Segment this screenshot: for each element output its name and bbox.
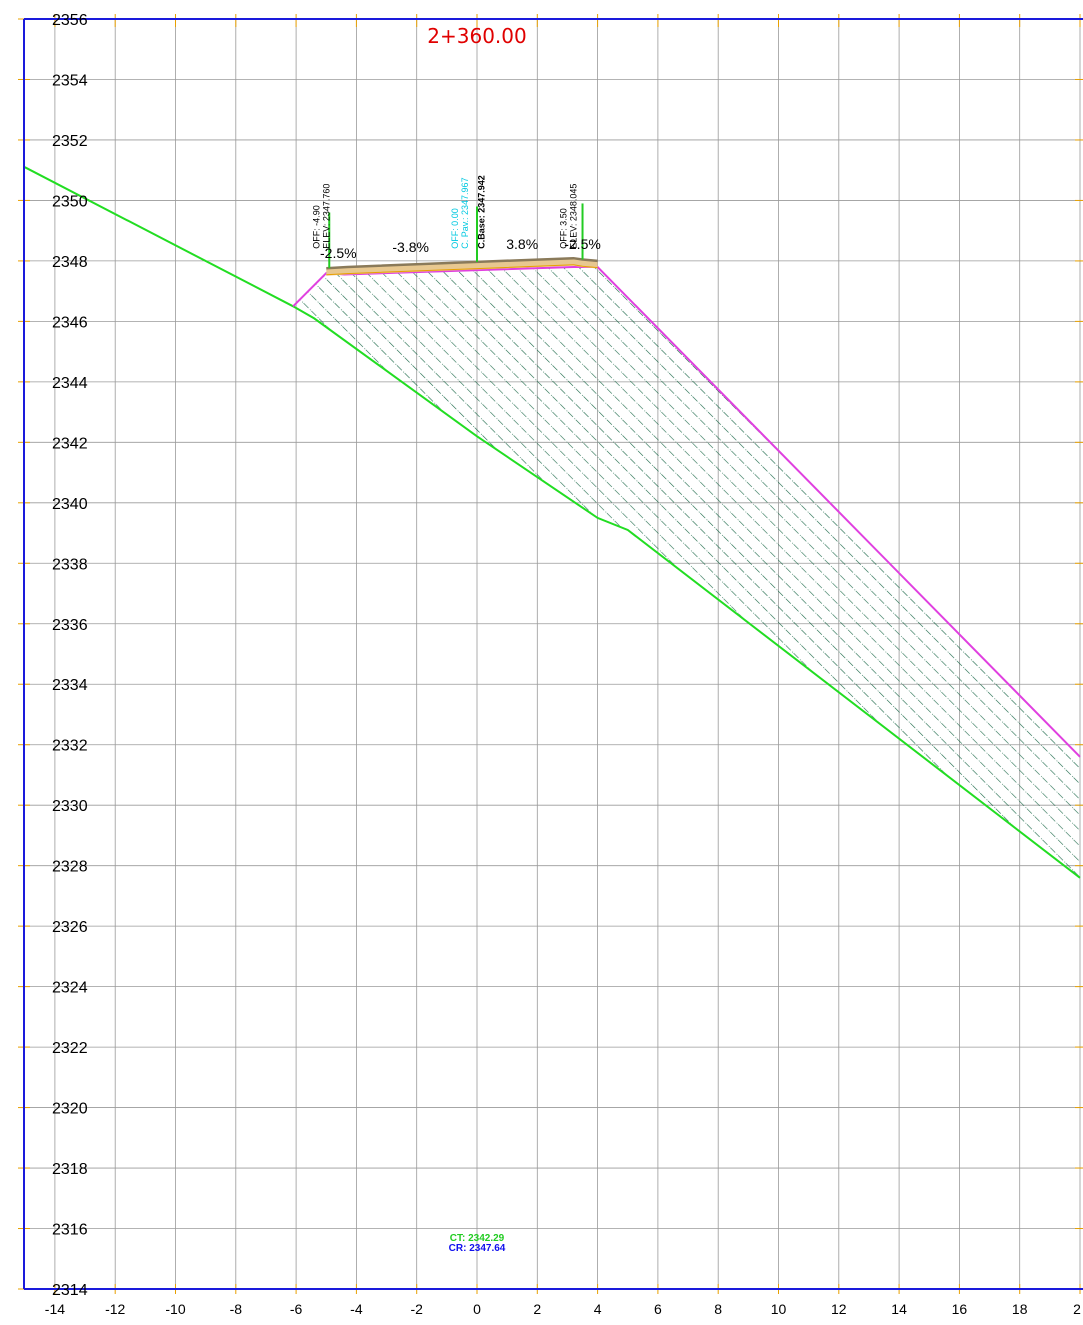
- vertical-label: OFF: 0.00 C. Pav.: 2347.967: [450, 177, 470, 248]
- vertical-label-line: OFF: 0.00: [450, 208, 460, 249]
- y-tick-label: 2336: [52, 617, 88, 634]
- pavement-edge: [326, 264, 598, 276]
- x-tick-label: 2: [533, 1301, 541, 1317]
- y-tick-label: 2330: [52, 798, 88, 815]
- y-tick-label: 2326: [52, 919, 88, 936]
- x-tick-label: 18: [1012, 1301, 1028, 1317]
- x-tick-label: 4: [594, 1301, 602, 1317]
- x-tick-label: -6: [290, 1301, 303, 1317]
- x-tick-label: -8: [230, 1301, 243, 1317]
- x-tick-label: 10: [771, 1301, 787, 1317]
- vertical-label-line: C.Base: 2347.942: [477, 175, 487, 249]
- x-tick-label: -10: [165, 1301, 185, 1317]
- y-tick-label: 2316: [52, 1222, 88, 1239]
- y-tick-label: 2348: [52, 254, 88, 271]
- y-tick-label: 2332: [52, 738, 88, 755]
- summary-label: CR: 2347.64: [449, 1243, 506, 1254]
- section-lines: [24, 166, 1081, 879]
- y-tick-label: 2354: [52, 72, 88, 89]
- design-subgrade-line: [292, 266, 1081, 758]
- x-tick-label: -4: [350, 1301, 363, 1317]
- x-tick-label: -14: [45, 1301, 65, 1317]
- x-tick-label: 14: [891, 1301, 907, 1317]
- slope-label: -2.5%: [564, 236, 601, 252]
- y-tick-label: 2324: [52, 980, 88, 997]
- slope-label: -3.8%: [392, 239, 429, 255]
- y-tick-label: 2322: [52, 1040, 88, 1057]
- x-tick-label: 12: [831, 1301, 847, 1317]
- y-tick-label: 2334: [52, 677, 88, 694]
- y-tick-label: 2352: [52, 133, 88, 150]
- chart-title: 2+360.00: [427, 24, 526, 48]
- y-tick-label: 2350: [52, 193, 88, 210]
- vertical-label-line: C. Pav.: 2347.967: [460, 177, 470, 248]
- vertical-label: C.Base: 2347.942: [477, 175, 487, 249]
- slope-label: -2.5%: [320, 245, 357, 261]
- fill-hatch: [293, 267, 1081, 878]
- vertical-label-line: ELEV: 2347.760: [321, 184, 331, 249]
- x-tick-label: -12: [105, 1301, 125, 1317]
- x-tick-label: 16: [952, 1301, 968, 1317]
- y-tick-label: 2344: [52, 375, 88, 392]
- y-tick-label: 2338: [52, 556, 88, 573]
- x-tick-label: 8: [714, 1301, 722, 1317]
- vertical-label-line: OFF: -4.90: [311, 205, 321, 249]
- x-tick-label: 0: [473, 1301, 481, 1317]
- fill-region: [293, 267, 1081, 878]
- y-tick-label: 2342: [52, 435, 88, 452]
- annotations: -2.5% -3.8% 3.8% -2.5%OFF: -4.90 ELEV: 2347.…: [311, 175, 601, 1254]
- vertical-label-line: OFF: 3.50: [558, 208, 568, 249]
- y-tick-label: 2318: [52, 1161, 88, 1178]
- vertical-label: OFF: -4.90 ELEV: 2347.760: [311, 184, 331, 249]
- tick-labels: -14 -12 -10 -8 -6 -4 -2 0 2 4 6 8 10 12 14 16 18 2 2314 231…: [45, 12, 1081, 1317]
- vertical-label: OFF: 3.50 ELEV: 2348.045: [558, 184, 578, 249]
- y-tick-label: 2328: [52, 859, 88, 876]
- y-tick-label: 2320: [52, 1101, 88, 1118]
- summary-label: CT: 2342.29: [450, 1233, 505, 1244]
- y-tick-label: 2346: [52, 314, 88, 331]
- frame: [18, 14, 1083, 1294]
- x-tick-label: -2: [410, 1301, 423, 1317]
- slope-label: 3.8%: [506, 236, 538, 252]
- y-tick-label: 2356: [52, 12, 88, 29]
- grid: [24, 19, 1083, 1289]
- pavement-line: [326, 256, 598, 270]
- y-tick-label: 2340: [52, 496, 88, 513]
- y-tick-label: 2314: [52, 1282, 88, 1299]
- vertical-label-line: ELEV: 2348.045: [568, 184, 578, 249]
- x-tick-label: 2: [1073, 1301, 1081, 1317]
- x-tick-label: 6: [654, 1301, 662, 1317]
